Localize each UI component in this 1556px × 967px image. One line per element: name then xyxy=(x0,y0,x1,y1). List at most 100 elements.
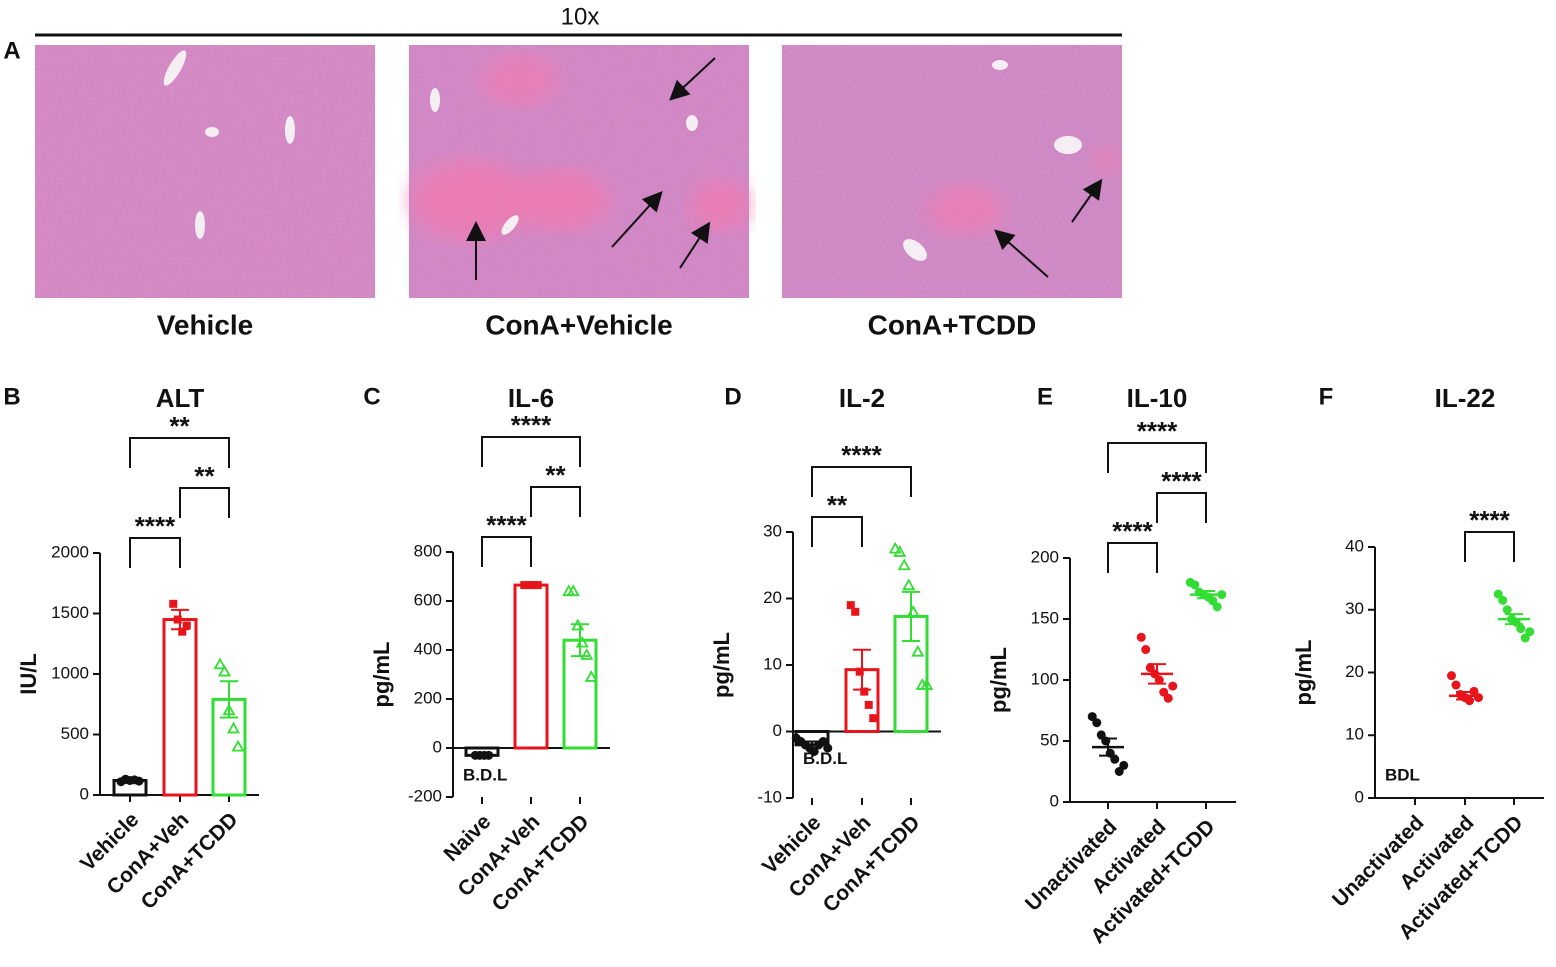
point xyxy=(911,644,925,657)
annotation: BDL xyxy=(1385,765,1420,784)
significance-bracket xyxy=(129,537,181,568)
caption: Vehicle xyxy=(157,309,254,340)
point xyxy=(823,743,833,753)
y-tick-label: 600 xyxy=(414,590,442,609)
point xyxy=(818,736,828,746)
annotation: B.D.L xyxy=(803,749,847,768)
point xyxy=(1474,693,1483,703)
chart-title: IL-22 xyxy=(1435,383,1496,413)
point xyxy=(575,635,589,648)
point xyxy=(134,776,144,786)
point xyxy=(1498,595,1508,605)
bar xyxy=(162,618,198,797)
point xyxy=(851,607,860,616)
y-tick-label: -10 xyxy=(757,787,782,806)
point xyxy=(584,670,598,682)
point xyxy=(484,750,494,760)
point xyxy=(226,721,241,734)
y-axis-label: pg/mL xyxy=(1291,640,1316,706)
y-tick-label: 30 xyxy=(763,521,782,540)
point xyxy=(1469,686,1479,696)
significance-label: **** xyxy=(1469,505,1510,535)
y-tick-label: 500 xyxy=(61,724,89,743)
micrograph xyxy=(782,45,1122,298)
point xyxy=(217,664,232,677)
point xyxy=(222,703,236,716)
point xyxy=(529,581,538,590)
point xyxy=(893,545,907,557)
point xyxy=(1212,602,1222,612)
panel-label: C xyxy=(363,383,380,410)
y-axis-label: IU/L xyxy=(16,653,41,695)
point xyxy=(920,678,934,690)
y-tick-label: 100 xyxy=(1031,669,1059,688)
significance-bracket xyxy=(811,466,912,497)
significance-label: **** xyxy=(1137,416,1178,446)
point xyxy=(1141,645,1151,654)
point xyxy=(1516,624,1526,634)
y-tick-label: 0 xyxy=(773,721,782,740)
panel-label: E xyxy=(1037,383,1053,410)
y-tick-label: 10 xyxy=(763,654,782,673)
point xyxy=(869,714,878,723)
chart-title: IL-6 xyxy=(508,383,554,413)
significance-bracket xyxy=(1156,492,1207,523)
y-tick-label: 2000 xyxy=(51,542,89,561)
y-axis-label: pg/mL xyxy=(986,647,1011,713)
significance-bracket xyxy=(481,536,532,567)
significance-label: ** xyxy=(545,460,566,490)
point xyxy=(1110,754,1120,764)
significance-label: ** xyxy=(827,490,848,520)
point xyxy=(888,541,902,554)
point xyxy=(566,584,580,597)
significance-label: ** xyxy=(194,461,215,491)
point xyxy=(1163,693,1173,703)
significance-bracket xyxy=(481,436,581,467)
y-tick-label: 20 xyxy=(1345,662,1364,681)
point xyxy=(178,627,187,636)
point xyxy=(173,615,182,624)
y-tick-label: 0 xyxy=(433,737,442,756)
significance-label: **** xyxy=(511,410,552,440)
bar xyxy=(513,583,549,750)
panel-label: A xyxy=(3,37,20,64)
point xyxy=(864,700,873,709)
micrograph xyxy=(35,45,375,298)
point xyxy=(1119,760,1129,770)
magnification: 10x xyxy=(561,3,600,30)
y-tick-label: 400 xyxy=(414,639,442,658)
point xyxy=(182,621,191,630)
significance-bracket xyxy=(1107,542,1158,573)
point xyxy=(1136,632,1146,642)
significance-bracket xyxy=(530,486,581,517)
point xyxy=(860,687,869,696)
significance-bracket xyxy=(1464,531,1515,562)
chart-title: IL-2 xyxy=(839,383,885,413)
y-tick-label: 20 xyxy=(763,588,782,607)
point xyxy=(524,581,533,590)
y-tick-label: 0 xyxy=(1050,791,1059,810)
point xyxy=(520,581,529,590)
point xyxy=(809,746,819,756)
y-tick-label: 1000 xyxy=(51,663,89,682)
point xyxy=(1447,671,1456,681)
point xyxy=(902,578,916,591)
micrograph xyxy=(409,45,750,298)
point xyxy=(533,581,542,590)
point xyxy=(1502,605,1512,615)
panel-label: B xyxy=(3,383,20,410)
significance-label: **** xyxy=(841,440,882,470)
chart-title: IL-10 xyxy=(1127,383,1188,413)
y-tick-label: 0 xyxy=(80,784,89,803)
y-tick-label: 10 xyxy=(1345,725,1364,744)
annotation: B.D.L xyxy=(463,765,507,784)
panel-label: F xyxy=(1319,383,1334,410)
point xyxy=(1101,736,1111,746)
point xyxy=(1092,718,1102,728)
chart-title: ALT xyxy=(156,383,205,413)
point xyxy=(1451,680,1461,690)
point xyxy=(855,667,864,676)
point xyxy=(1493,589,1503,599)
significance-label: **** xyxy=(1112,516,1153,546)
point xyxy=(213,657,227,670)
